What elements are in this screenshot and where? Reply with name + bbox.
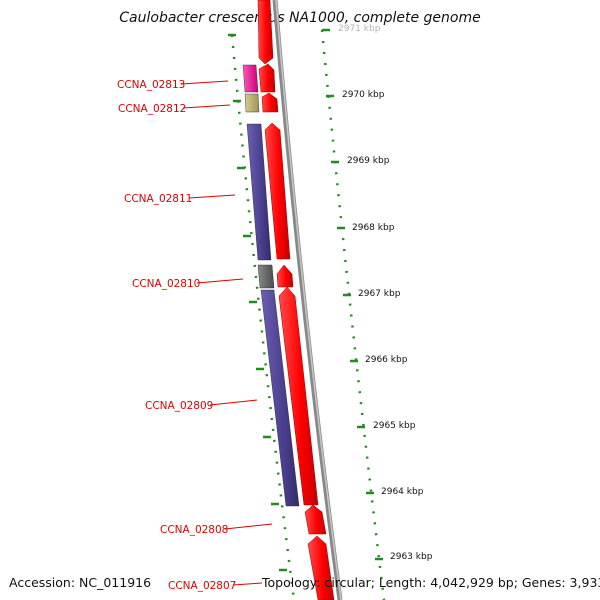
label-leaders: [180, 80, 273, 586]
tick-label-2967: 2967 kbp: [358, 289, 401, 299]
reverse-cds-CCNA_02812[interactable]: [244, 93, 260, 113]
tick-label-2964: 2964 kbp: [381, 487, 424, 497]
genome-backbone: [272, 0, 343, 600]
reverse-cds-CCNA_02810[interactable]: [257, 264, 275, 289]
outer-major-ticks: [322, 28, 383, 561]
genome-title: Caulobacter crescentus NA1000, complete …: [119, 10, 481, 26]
tick-label-2970: 2970 kbp: [342, 90, 385, 100]
tick-label-2965: 2965 kbp: [373, 421, 416, 431]
scale-labels: 2971 kbp 2970 kbp 2969 kbp 2968 kbp 2967…: [338, 24, 433, 562]
tick-label-2971: 2971 kbp: [338, 24, 381, 34]
gene-labels: CCNA_02813 CCNA_02812 CCNA_02811 CCNA_02…: [117, 79, 236, 592]
reverse-cds-CCNA_02811[interactable]: [246, 123, 272, 261]
tick-label-2969: 2969 kbp: [347, 156, 390, 166]
gene-label-CCNA_02808[interactable]: CCNA_02808: [160, 524, 228, 536]
tick-label-2968: 2968 kbp: [352, 223, 395, 233]
forward-cds-3[interactable]: [261, 92, 279, 113]
forward-cds-5[interactable]: [276, 264, 294, 288]
tick-label-2966: 2966 kbp: [365, 355, 408, 365]
forward-cds-6[interactable]: [278, 286, 319, 506]
gene-label-CCNA_02812[interactable]: CCNA_02812: [118, 103, 186, 115]
forward-cds-CCNA_02808[interactable]: [304, 504, 327, 535]
forward-strand-features: [257, 0, 335, 600]
forward-cds-2[interactable]: [258, 63, 276, 93]
forward-cds-CCNA_02807[interactable]: [307, 535, 335, 600]
reverse-strand-features: [242, 64, 300, 507]
reverse-cds-CCNA_02813[interactable]: [242, 64, 259, 93]
accession-info: Accession: NC_011916: [9, 575, 152, 590]
gene-label-CCNA_02807[interactable]: CCNA_02807: [168, 580, 236, 592]
gene-label-CCNA_02811[interactable]: CCNA_02811: [124, 193, 192, 205]
genome-backbone-highlight: [275, 0, 342, 600]
gene-label-CCNA_02809[interactable]: CCNA_02809: [145, 400, 213, 412]
gene-label-CCNA_02813[interactable]: CCNA_02813: [117, 79, 185, 91]
tick-label-2963: 2963 kbp: [390, 552, 433, 562]
reverse-cds-CCNA_02809[interactable]: [260, 289, 300, 507]
forward-cds-4[interactable]: [264, 122, 291, 260]
inner-major-ticks: [228, 33, 287, 572]
forward-cds-top[interactable]: [257, 0, 274, 65]
topology-info: Topology: circular; Length: 4,042,929 bp…: [262, 575, 600, 590]
gene-label-CCNA_02810[interactable]: CCNA_02810: [132, 278, 200, 290]
